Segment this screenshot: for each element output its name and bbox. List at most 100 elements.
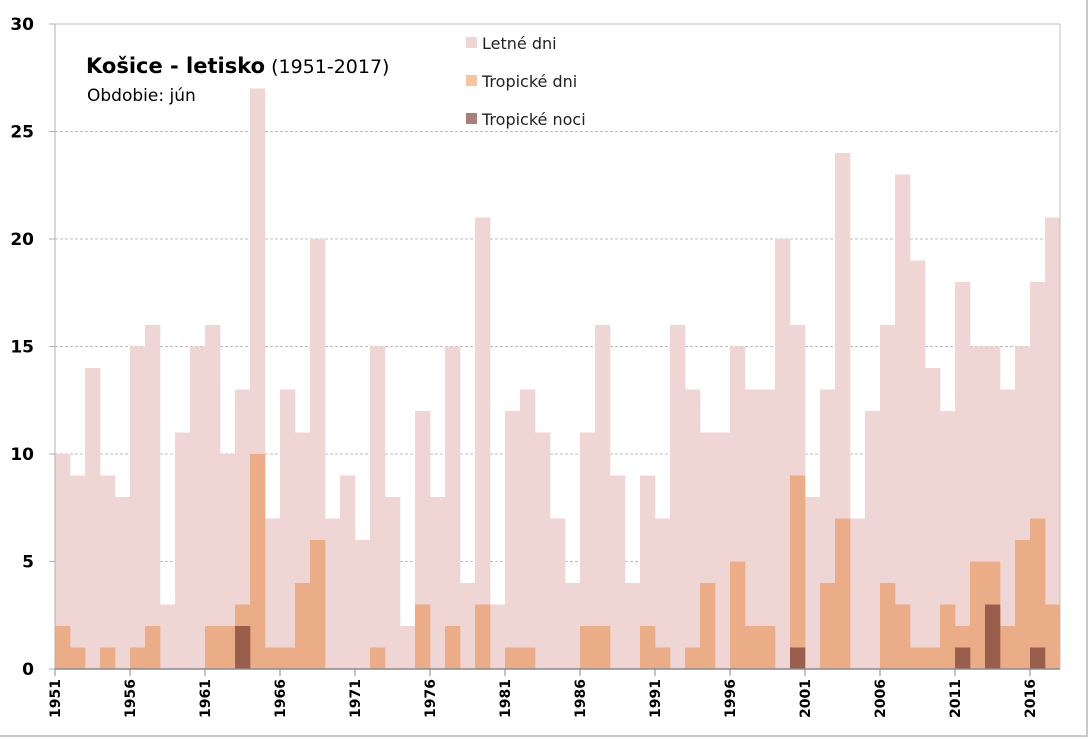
legend-item-tropicke-dni: Tropické dni [466,72,577,91]
bar-tropicke-dni-1964 [250,454,266,669]
bar-letne-dni-1992 [670,325,686,669]
bar-tropicke-dni-1965 [265,647,281,669]
y-tick-label-25: 25 [10,123,34,143]
bar-tropicke-dni-2000 [790,475,806,669]
legend: Letné dni Tropické dni Tropické noci [466,34,586,129]
x-tick-label-2006: 2006 [873,679,889,718]
bar-tropicke-dni-1987 [595,626,611,669]
y-tick-label-0: 0 [22,660,34,680]
bar-tropicke-dni-1993 [685,647,701,669]
bar-letne-dni-1982 [520,389,536,669]
bar-tropicke-dni-2008 [910,647,926,669]
bar-tropicke-dni-2007 [895,604,911,669]
bar-tropicke-dni-1991 [655,647,671,669]
bar-letne-dni-1973 [385,497,401,669]
bar-tropicke-dni-2016 [1030,518,1046,669]
bar-tropicke-dni-1968 [310,540,326,669]
x-tick-label-2016: 2016 [1023,679,1039,718]
series-letne-dni [55,88,1061,669]
title-text: Košice - letisko [86,54,265,78]
bar-tropicke-dni-1998 [760,626,776,669]
x-tick-label-1966: 1966 [273,679,289,718]
bar-tropicke-dni-1967 [295,583,311,669]
bar-letne-dni-1979 [475,217,491,669]
x-tick-label-1956: 1956 [123,679,139,718]
bar-tropicke-dni-1956 [130,647,146,669]
legend-swatch-tropicke-noci [466,113,477,124]
bar-tropicke-dni-1982 [520,647,536,669]
legend-swatch-tropicke-dni [466,75,477,86]
x-tick-label-2001: 2001 [798,679,814,718]
bar-tropicke-dni-1957 [145,626,161,669]
bar-tropicke-dni-1977 [445,626,461,669]
bar-letne-dni-1978 [460,583,476,669]
bar-letne-dni-1985 [565,583,581,669]
bar-tropicke-dni-1986 [580,626,596,669]
bar-letne-dni-1969 [325,518,341,669]
x-tick-label-1976: 1976 [423,679,439,718]
bar-tropicke-dni-1994 [700,583,716,669]
bar-letne-dni-1976 [430,497,446,669]
legend-label-tropicke-dni: Tropické dni [481,72,577,91]
x-tick-label-1991: 1991 [648,679,664,718]
legend-item-letne-dni: Letné dni [466,34,557,53]
bar-letne-dni-1965 [265,518,281,669]
bar-letne-dni-1987 [595,325,611,669]
legend-item-tropicke-noci: Tropické noci [466,110,586,129]
bar-letne-dni-2004 [850,518,866,669]
bar-letne-dni-1952 [70,475,86,669]
bar-letne-dni-1986 [580,432,596,669]
bar-letne-dni-2008 [910,260,926,669]
bar-letne-dni-2011 [955,282,971,669]
bar-tropicke-dni-1996 [730,561,746,669]
bar-letne-dni-2001 [805,497,821,669]
x-tick-label-1986: 1986 [573,679,589,718]
bar-tropicke-dni-1951 [55,626,71,669]
svg-text:Košice - letisko(1951-2017): Košice - letisko (1951-2017) [86,54,389,78]
series-tropicke-noci [235,604,1046,669]
bar-tropicke-dni-2009 [925,647,941,669]
bar-letne-dni-1989 [625,583,641,669]
bar-tropicke-dni-1966 [280,647,296,669]
y-tick-label-15: 15 [10,338,34,358]
bar-tropicke-dni-1961 [205,626,221,669]
x-tick-label-1951: 1951 [48,679,64,718]
bar-letne-dni-1997 [745,389,761,669]
bar-letne-dni-1970 [340,475,356,669]
x-tick-label-1971: 1971 [348,679,364,718]
x-tick-label-1996: 1996 [723,679,739,718]
bar-letne-dni-1971 [355,540,371,669]
legend-label-tropicke-noci: Tropické noci [481,110,586,129]
y-tick-label-20: 20 [10,230,34,250]
bar-tropicke-dni-2002 [820,583,836,669]
x-tick-label-1981: 1981 [498,679,514,718]
bar-tropicke-dni-1975 [415,604,431,669]
bar-letne-dni-2007 [895,174,911,669]
legend-label-letne-dni: Letné dni [482,34,557,53]
bar-tropicke-dni-2014 [1000,626,1016,669]
bar-letne-dni-1995 [715,432,731,669]
bar-tropicke-noci-1963 [235,626,251,669]
bar-tropicke-dni-2017 [1045,604,1061,669]
x-axis-ticks: 1951 1956 1961 1966 1971 1976 1981 1986 1991 1996… [48,669,1039,718]
bar-tropicke-dni-2012 [970,561,986,669]
bar-tropicke-noci-2013 [985,604,1001,669]
bar-tropicke-dni-2010 [940,604,956,669]
bar-letne-dni-1955 [115,497,131,669]
x-tick-label-2011: 2011 [948,679,964,718]
y-tick-label-30: 30 [10,15,34,35]
bar-letne-dni-1991 [655,518,671,669]
bar-letne-dni-1958 [160,604,176,669]
bar-letne-dni-1984 [550,518,566,669]
title-period: (1951-2017) [271,56,389,78]
bar-letne-dni-1981 [505,411,521,669]
bar-tropicke-dni-1972 [370,647,386,669]
bar-letne-dni-1966 [280,389,296,669]
bar-letne-dni-1993 [685,389,701,669]
bar-letne-dni-1972 [370,346,386,669]
bar-tropicke-dni-1981 [505,647,521,669]
bar-letne-dni-1974 [400,626,416,669]
subtitle: Obdobie: jún [87,86,196,106]
bar-letne-dni-2005 [865,411,881,669]
